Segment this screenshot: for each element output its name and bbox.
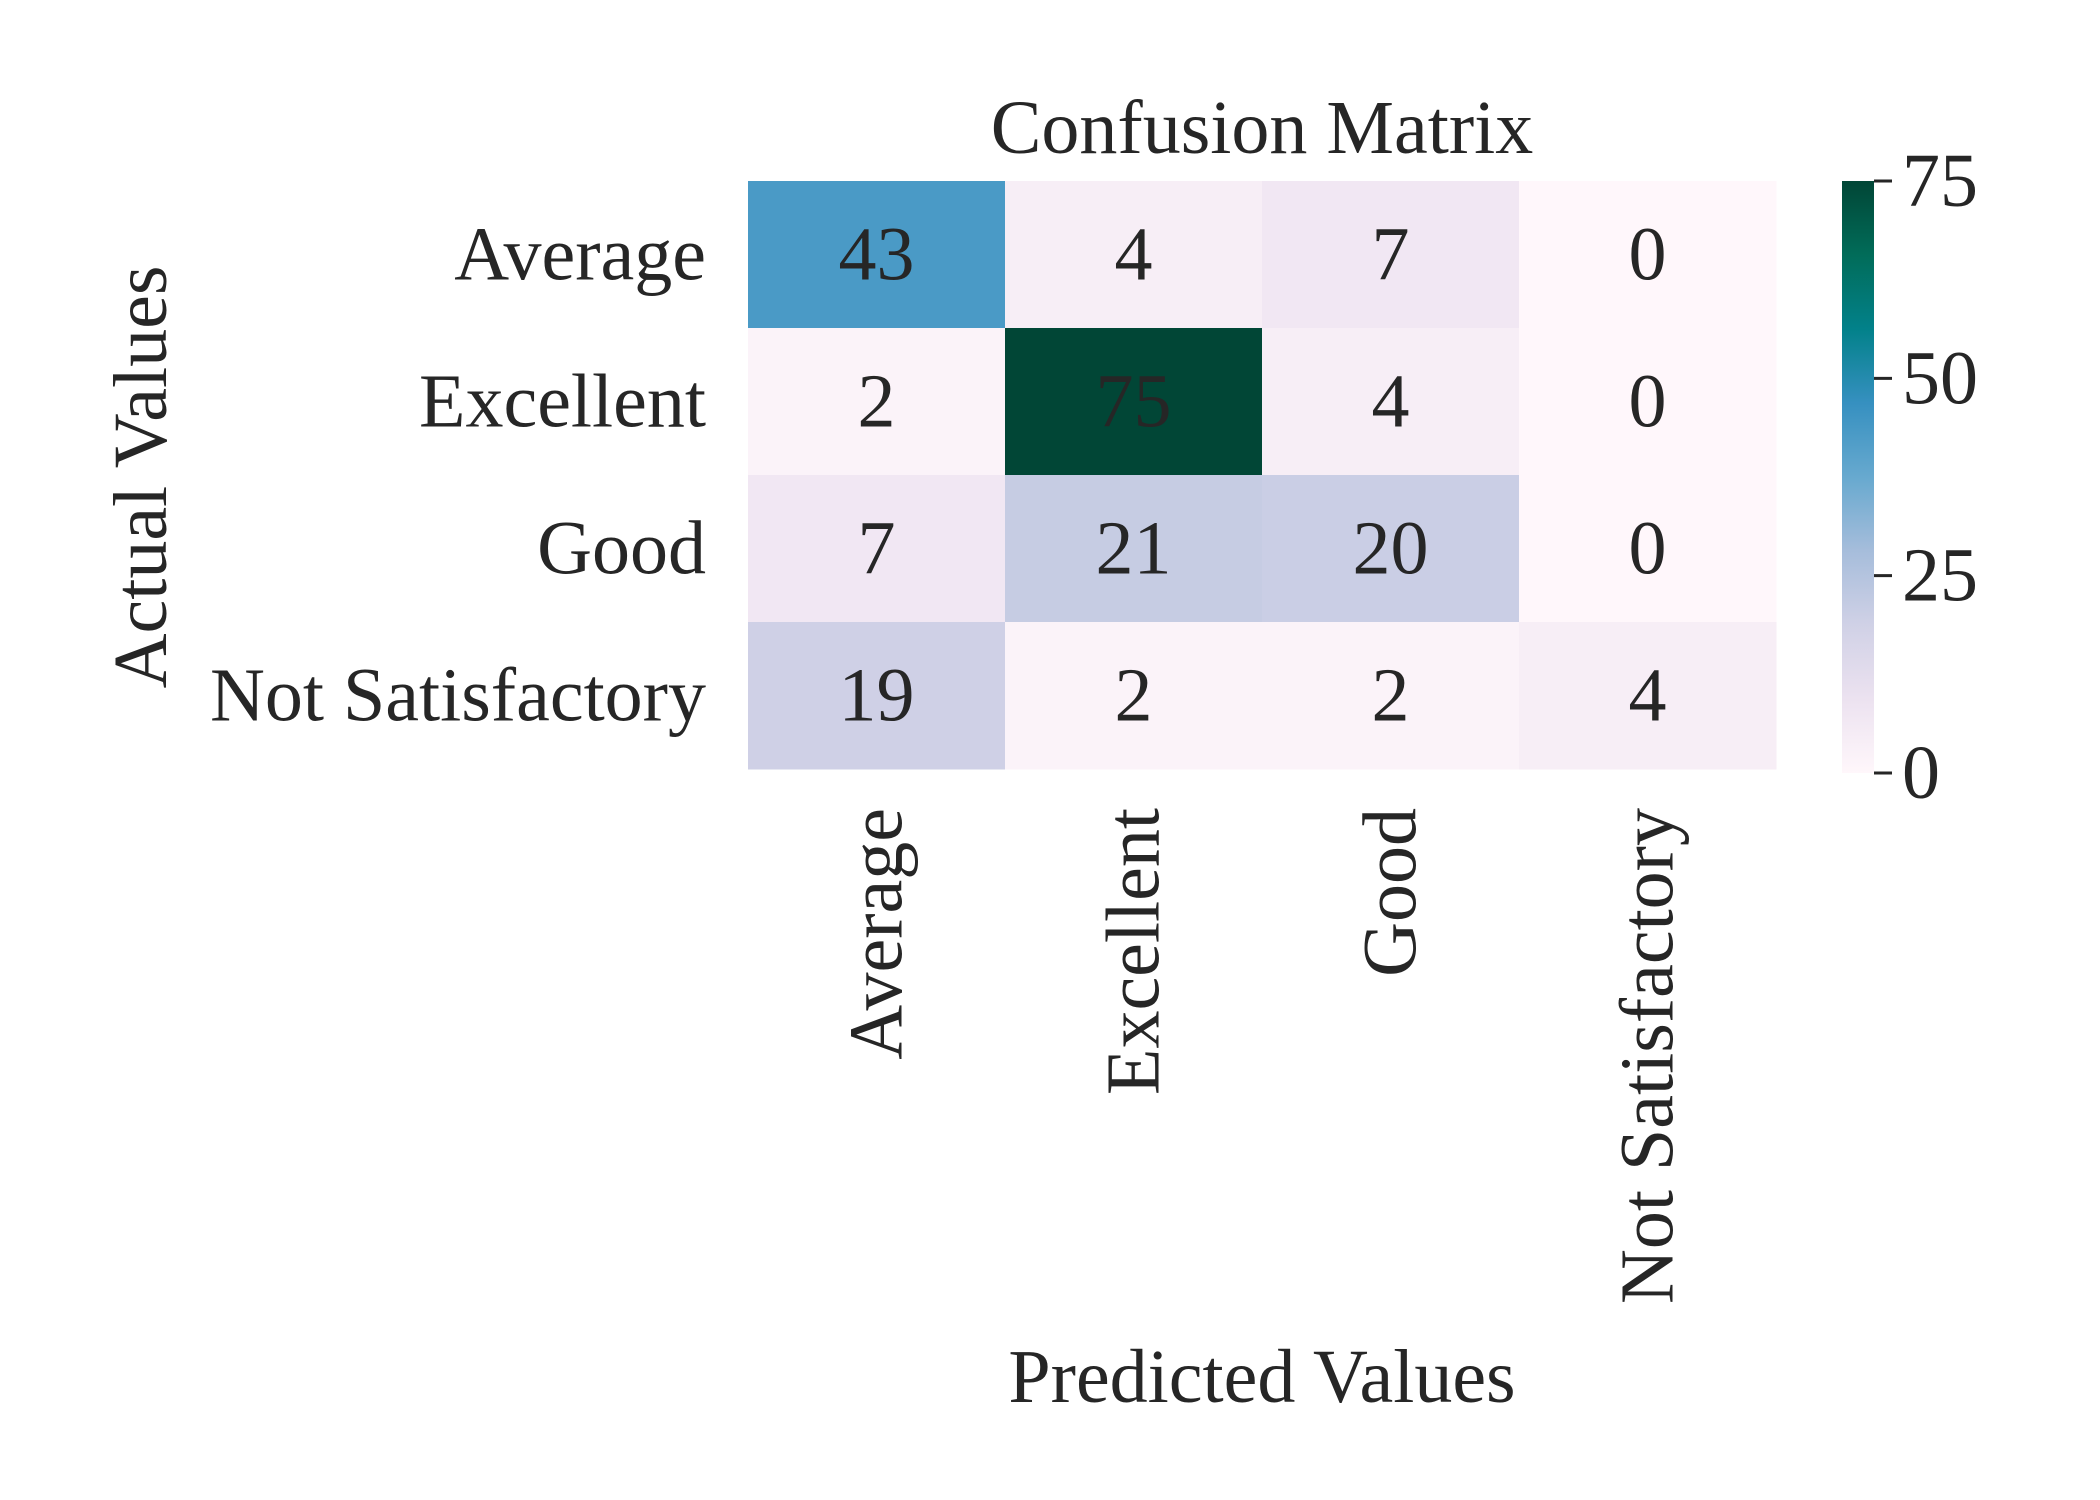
cell-value-label: 0: [1629, 507, 1667, 591]
x-axis-tick-labels: Average Excellent Good Not Satisfactory: [835, 808, 1690, 1304]
cell-value-label: 7: [1372, 213, 1410, 297]
colorbar: 0 25 50 75: [1842, 139, 1978, 815]
heatmap-cell: [1262, 328, 1520, 476]
cell-value-label: 19: [839, 654, 915, 738]
cell-value-label: 0: [1629, 213, 1667, 297]
heatmap-cell: [1262, 622, 1520, 770]
y-tick-label: Good: [537, 507, 706, 591]
x-tick-label: Average: [835, 808, 919, 1060]
cell-value-label: 7: [858, 507, 896, 591]
colorbar-tick-label: 0: [1902, 731, 1940, 815]
heatmap-cell: [748, 328, 1006, 476]
cell-value-label: 0: [1629, 360, 1667, 444]
colorbar-gradient: [1842, 181, 1874, 773]
y-axis-tick-labels: Average Excellent Good Not Satisfactory: [210, 213, 706, 738]
heatmap-cell: [748, 181, 1006, 329]
heatmap-cell: [1519, 181, 1777, 329]
cell-value-label: 4: [1115, 213, 1153, 297]
colorbar-tick-label: 50: [1902, 336, 1978, 420]
colorbar-tick-label: 25: [1902, 534, 1978, 618]
y-axis-label: Actual Values: [99, 266, 183, 689]
heatmap-cell: [1005, 328, 1263, 476]
heatmap-cell: [1519, 475, 1777, 623]
heatmap-cell: [1005, 475, 1263, 623]
cell-value-label: 4: [1629, 654, 1667, 738]
heatmap-cell: [1005, 622, 1263, 770]
cell-value-label: 2: [1372, 654, 1410, 738]
y-tick-label: Not Satisfactory: [210, 654, 706, 738]
y-tick-label: Excellent: [419, 360, 706, 444]
cell-value-label: 21: [1096, 507, 1172, 591]
colorbar-tick-label: 75: [1902, 139, 1978, 223]
chart-title: Confusion Matrix: [991, 86, 1534, 170]
heatmap-cell: [1005, 181, 1263, 329]
heatmap-cells: [748, 181, 1777, 770]
heatmap-cell: [1262, 475, 1520, 623]
colorbar-ticks: 0 25 50 75: [1874, 139, 1978, 815]
x-axis-label: Predicted Values: [1008, 1335, 1515, 1419]
x-tick-label: Good: [1349, 808, 1433, 977]
heatmap-cell: [1519, 328, 1777, 476]
cell-value-label: 43: [839, 213, 915, 297]
y-tick-label: Average: [454, 213, 706, 297]
heatmap-cell: [748, 475, 1006, 623]
cell-value-label: 4: [1372, 360, 1410, 444]
heatmap-cell: [748, 622, 1006, 770]
heatmap-cell: [1262, 181, 1520, 329]
heatmap-cell: [1519, 622, 1777, 770]
cell-value-label: 2: [1115, 654, 1153, 738]
x-tick-label: Not Satisfactory: [1606, 808, 1690, 1304]
heatmap-annotations: 43 4 7 0 2 75 4 0 7 21 20 0 19 2 2 4: [839, 213, 1667, 738]
cell-value-label: 20: [1353, 507, 1429, 591]
cell-value-label: 75: [1096, 360, 1172, 444]
x-tick-label: Excellent: [1092, 808, 1176, 1095]
cell-value-label: 2: [858, 360, 896, 444]
